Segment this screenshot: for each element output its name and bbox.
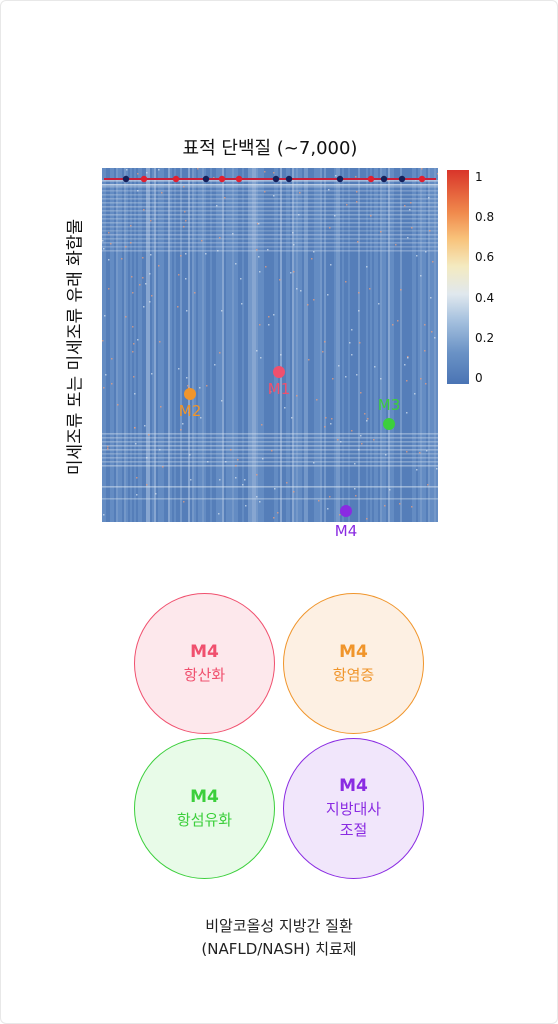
circle-text: 항섬유화 [176, 810, 233, 829]
circle-text: 지방대사 조절 [325, 799, 382, 840]
heatmap-top-dot [202, 175, 210, 183]
heatmap-top-dot [140, 175, 148, 183]
heatmap-top-dot [336, 175, 344, 183]
colorbar-tick: 0 [475, 371, 483, 385]
heatmap-top-dot [380, 175, 388, 183]
marker-m2-dot [184, 388, 196, 400]
heatmap-top-dot [122, 175, 130, 183]
circle-text: 항산화 [183, 665, 226, 684]
colorbar-tick: 0.8 [475, 210, 495, 224]
circle-id: M4 [190, 786, 219, 807]
circle-id: M4 [339, 641, 368, 662]
heatmap-top-dot [418, 175, 426, 183]
marker-m1-dot [273, 366, 285, 378]
colorbar-tick: 0.6 [475, 250, 495, 264]
heatmap-top-dot [285, 175, 293, 183]
caption-line-2: (NAFLD/NASH) 치료제 [201, 939, 357, 958]
circle-antioxidant: M4 항산화 [134, 593, 275, 734]
colorbar-tick: 0.4 [475, 291, 495, 305]
circle-anti-inflammatory: M4 항염증 [283, 593, 424, 734]
marker-m3-dot [383, 418, 395, 430]
heatmap [102, 168, 438, 522]
heatmap-y-axis-label: 미세조류 또는 미세조류 유래 화합물 [65, 218, 86, 476]
heatmap-top-dot [218, 175, 226, 183]
heatmap-canvas [102, 168, 438, 522]
heatmap-top-dot [398, 175, 406, 183]
marker-m4-label: M4 [334, 522, 358, 540]
colorbar [447, 170, 469, 384]
circle-id: M4 [190, 641, 219, 662]
marker-m2-label: M2 [178, 402, 202, 420]
heatmap-top-dot [367, 175, 375, 183]
colorbar-tick: 1 [475, 170, 483, 184]
marker-m4-dot [340, 505, 352, 517]
circle-anti-fibrosis: M4 항섬유화 [134, 738, 275, 879]
caption-line-1: 비알코올성 지방간 질환 [205, 917, 353, 935]
marker-m3-label: M3 [377, 396, 401, 414]
heatmap-title: 표적 단백질 (~7,000) [182, 138, 358, 159]
circle-id: M4 [339, 775, 368, 796]
colorbar-tick: 0.2 [475, 331, 495, 345]
circle-lipid-metabolism: M4 지방대사 조절 [283, 738, 424, 879]
heatmap-top-dot [172, 175, 180, 183]
circle-text: 항염증 [332, 665, 375, 684]
heatmap-top-dot [272, 175, 280, 183]
caption: 비알코올성 지방간 질환 (NAFLD/NASH) 치료제 [0, 915, 558, 960]
marker-m1-label: M1 [267, 380, 291, 398]
heatmap-top-dot [235, 175, 243, 183]
